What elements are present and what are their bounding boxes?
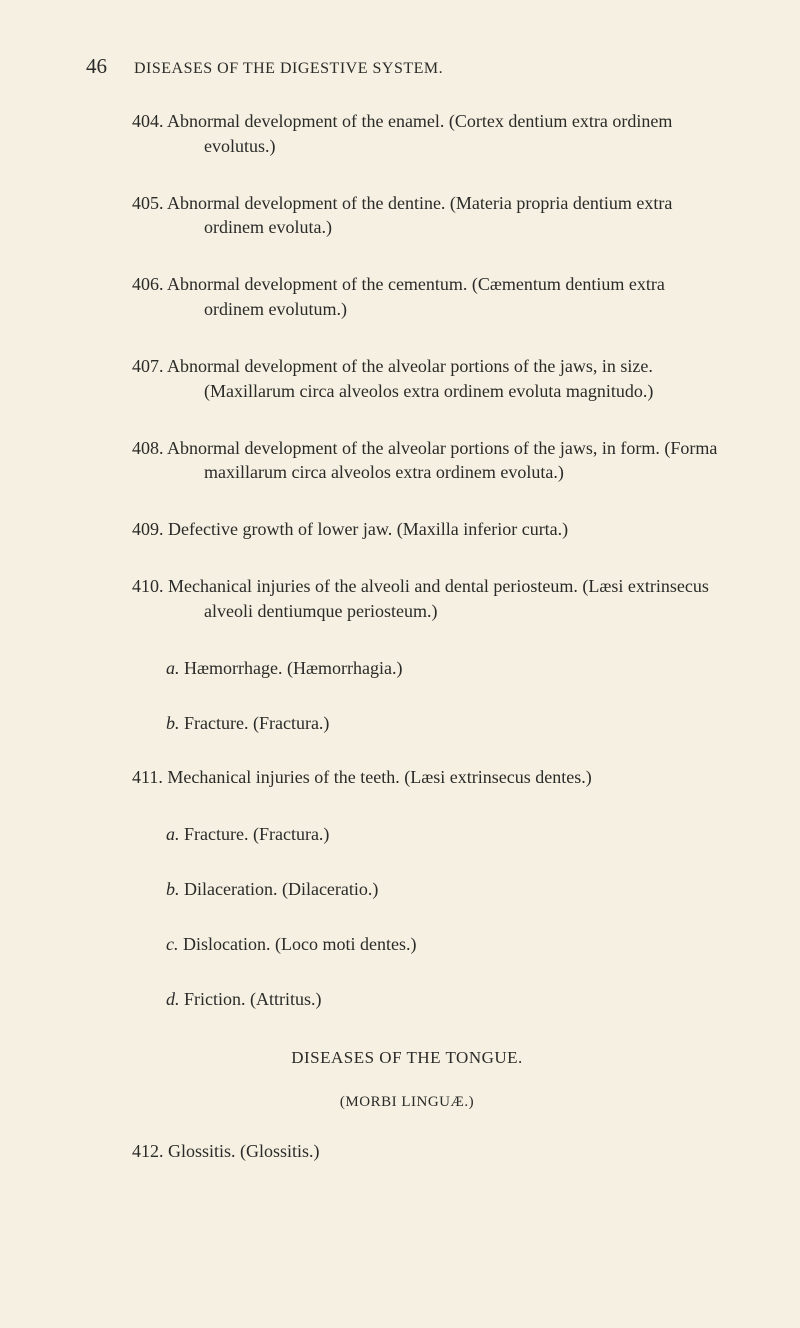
entry-number: 407. (132, 356, 164, 376)
sub-411-a: a. Fracture. (Fractura.) (86, 822, 728, 847)
entry-411: 411. Mechanical injuries of the teeth. (… (86, 765, 728, 790)
entry-number: 408. (132, 438, 164, 458)
sub-text: Hæmorrhage. (Hæmorrhagia.) (184, 658, 402, 678)
entry-text: Abnormal development of the alveolar por… (167, 356, 653, 401)
sub-letter: d. (166, 989, 180, 1009)
entry-407: 407. Abnormal development of the alveola… (86, 354, 728, 404)
sub-410-b: b. Fracture. (Fractura.) (86, 711, 728, 736)
entry-text: Mechanical injuries of the teeth. (Læsi … (167, 767, 591, 787)
entry-number: 405. (132, 193, 164, 213)
entry-text: Abnormal development of the enamel. (Cor… (167, 111, 672, 156)
sub-411-b: b. Dilaceration. (Dilaceratio.) (86, 877, 728, 902)
entry-number: 404. (132, 111, 164, 131)
sub-410-a: a. Hæmorrhage. (Hæmorrhagia.) (86, 656, 728, 681)
entry-412: 412. Glossitis. (Glossitis.) (86, 1141, 728, 1162)
sub-411-c: c. Dislocation. (Loco moti dentes.) (86, 932, 728, 957)
section-subtitle: (MORBI LINGUÆ.) (86, 1094, 728, 1111)
entry-text: Mechanical injuries of the alveoli and d… (168, 576, 709, 621)
sub-text: Fracture. (Fractura.) (184, 713, 329, 733)
page-number: 46 (86, 54, 134, 79)
entry-409: 409. Defective growth of lower jaw. (Max… (86, 517, 728, 542)
entry-405: 405. Abnormal development of the dentine… (86, 191, 728, 241)
entry-404: 404. Abnormal development of the enamel.… (86, 109, 728, 159)
header: 46 DISEASES OF THE DIGESTIVE SYSTEM. (86, 54, 728, 79)
entry-number: 409. (132, 519, 164, 539)
sub-letter: a. (166, 824, 180, 844)
entry-number: 411. (132, 767, 163, 787)
sub-letter: a. (166, 658, 180, 678)
entry-406: 406. Abnormal development of the cementu… (86, 272, 728, 322)
entry-text: Glossitis. (Glossitis.) (168, 1141, 320, 1161)
sub-letter: b. (166, 879, 180, 899)
running-head: DISEASES OF THE DIGESTIVE SYSTEM. (134, 60, 443, 78)
entry-text: Abnormal development of the alveolar por… (167, 438, 717, 483)
entry-number: 412. (132, 1141, 164, 1161)
sub-text: Dilaceration. (Dilaceratio.) (184, 879, 378, 899)
sub-letter: b. (166, 713, 180, 733)
entry-number: 410. (132, 576, 164, 596)
entry-text: Defective growth of lower jaw. (Maxilla … (168, 519, 568, 539)
page: 46 DISEASES OF THE DIGESTIVE SYSTEM. 404… (0, 0, 800, 1216)
sub-text: Fracture. (Fractura.) (184, 824, 329, 844)
entry-number: 406. (132, 274, 164, 294)
sub-text: Friction. (Attritus.) (184, 989, 322, 1009)
entry-410: 410. Mechanical injuries of the alveoli … (86, 574, 728, 624)
sub-text: Dislocation. (Loco moti dentes.) (183, 934, 416, 954)
entry-text: Abnormal development of the cementum. (C… (167, 274, 665, 319)
sub-letter: c. (166, 934, 179, 954)
section-title: DISEASES OF THE TONGUE. (86, 1048, 728, 1068)
entry-408: 408. Abnormal development of the alveola… (86, 436, 728, 486)
entry-text: Abnormal development of the dentine. (Ma… (167, 193, 672, 238)
sub-411-d: d. Friction. (Attritus.) (86, 987, 728, 1012)
